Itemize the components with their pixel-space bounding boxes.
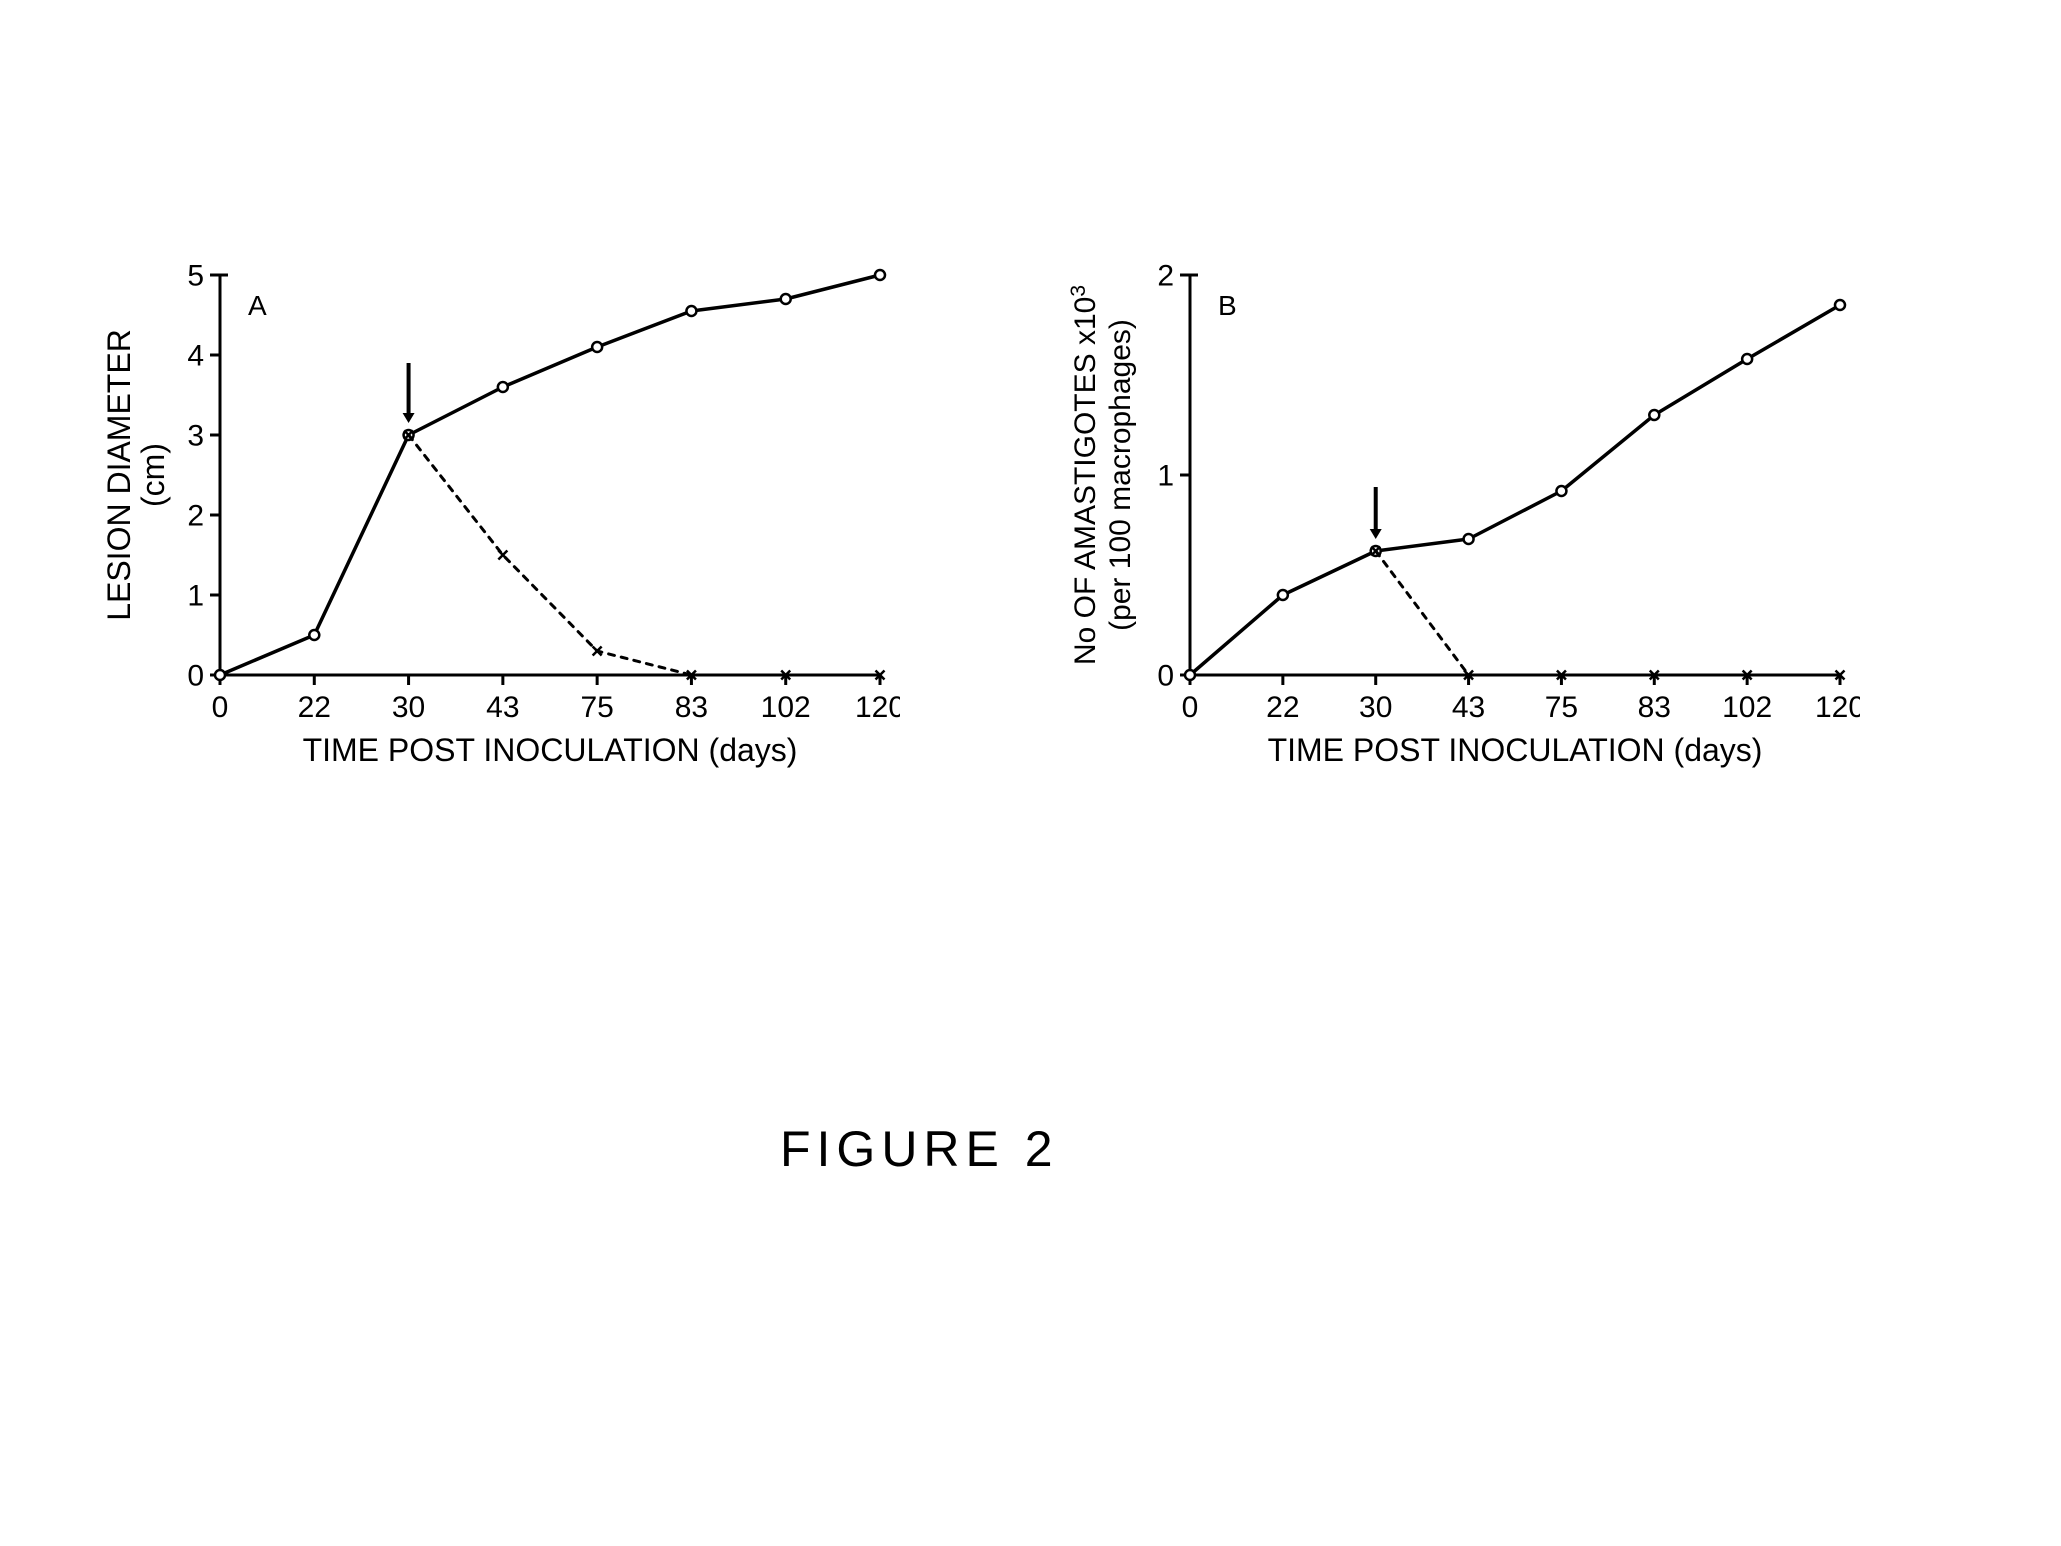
series-marker-solid [309,630,319,640]
y-axis-label-2: (per 100 macrophages) [1104,319,1137,631]
series-marker-solid [215,670,225,680]
x-tick-label: 30 [1359,691,1392,724]
chart-svg: 01202230437583102120TIME POST INOCULATIO… [1040,255,1860,785]
series-marker-solid [592,342,602,352]
chart-panel-b: 01202230437583102120TIME POST INOCULATIO… [1040,255,1860,785]
x-tick-label: 83 [675,691,708,724]
figure-caption: FIGURE 2 [780,1120,1059,1178]
x-tick-label: 120 [855,691,900,724]
x-tick-label: 22 [1266,691,1299,724]
series-marker-solid [1185,670,1195,680]
series-marker-solid [1556,486,1566,496]
x-tick-label: 120 [1815,691,1860,724]
x-tick-label: 102 [1722,691,1772,724]
panel-label: B [1218,290,1237,321]
series-marker-solid [1742,354,1752,364]
series-marker-solid [1835,300,1845,310]
page: 01234502230437583102120TIME POST INOCULA… [0,0,2061,1546]
panel-label: A [248,290,267,321]
y-tick-label: 0 [187,660,204,693]
chart-svg: 0 1 2 3 4 5 0 22 30 43 75 83 102 120 TIME POST INOCULA… [80,255,900,785]
series-marker-solid [686,306,696,316]
x-tick-label: 22 [298,691,331,724]
series-marker-solid [875,270,885,280]
x-tick-label: 83 [1638,691,1671,724]
x-tick-label: 75 [1545,691,1578,724]
x-tick-label: 43 [1452,691,1485,724]
x-axis-label: TIME POST INOCULATION (days) [1268,732,1763,768]
series-marker-solid [781,294,791,304]
series-marker-solid [1278,590,1288,600]
y-tick-label: 0 [1157,660,1174,693]
y-axis-label: No OF AMASTIGOTES x103 [1067,285,1102,665]
y-tick-label: 2 [1157,260,1174,293]
y-tick-label: 5 [187,260,204,293]
x-tick-label: 43 [486,691,519,724]
series-marker-solid [1464,534,1474,544]
y-tick-label: 4 [187,340,204,373]
y-axis-label-2: (cm) [135,443,171,507]
series-marker-solid [498,382,508,392]
y-tick-label: 2 [187,500,204,533]
y-tick-label: 1 [1157,460,1174,493]
y-tick-label: 3 [187,420,204,453]
x-tick-label: 0 [1182,691,1199,724]
x-axis-label: TIME POST INOCULATION (days) [303,732,798,768]
x-tick-label: 30 [392,691,425,724]
x-tick-label: 0 [212,691,229,724]
x-tick-label: 102 [761,691,811,724]
y-tick-label: 1 [187,580,204,613]
series-marker-solid [1649,410,1659,420]
chart-panel-a: 0 1 2 3 4 5 0 22 30 43 75 83 102 120 TIME POST INOCULA… [80,255,900,785]
x-tick-label: 75 [580,691,613,724]
y-axis-label: LESION DIAMETER [101,329,137,621]
